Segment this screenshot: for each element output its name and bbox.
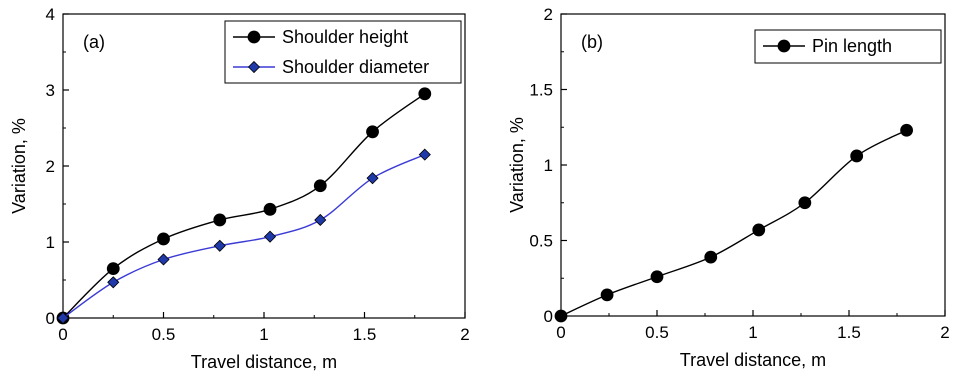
series-shoulder-diameter xyxy=(56,148,431,325)
data-point xyxy=(600,288,614,302)
data-point xyxy=(213,239,226,252)
y-axis-title: Variation, % xyxy=(9,118,29,214)
data-point xyxy=(313,179,327,193)
data-point xyxy=(366,125,379,139)
x-tick-label: 2 xyxy=(940,323,949,342)
data-point xyxy=(314,213,327,227)
chart-panel-b: 0 0.5 1 1.5 2 0 0.5 1 1.5 2 Travel distance, m Vari… xyxy=(507,5,950,370)
legend-marker xyxy=(247,30,261,44)
x-axis-title: Travel distance, m xyxy=(191,352,337,372)
legend-label: Shoulder height xyxy=(282,27,408,47)
y-tick-label: 1.5 xyxy=(529,81,553,100)
data-point xyxy=(418,87,432,101)
data-point xyxy=(157,232,170,246)
x-tick-label: 1.5 xyxy=(353,325,377,344)
legend-marker xyxy=(247,60,261,74)
x-tick-label: 0.5 xyxy=(152,325,176,344)
y-tick-label: 3 xyxy=(46,81,55,100)
y-tick-label: 1 xyxy=(46,233,55,252)
y-tick-label: 1 xyxy=(544,156,553,175)
data-point xyxy=(704,250,718,264)
legend-label: Shoulder diameter xyxy=(282,57,429,77)
x-tick-label: 0 xyxy=(556,323,565,342)
x-tick-label: 0.5 xyxy=(645,323,669,342)
y-tick-label: 2 xyxy=(46,157,55,176)
data-point xyxy=(366,172,379,185)
data-point xyxy=(900,123,913,137)
data-point xyxy=(106,262,120,276)
panel-label: (b) xyxy=(581,32,603,52)
x-tick-label: 1.5 xyxy=(837,323,861,342)
data-point xyxy=(418,148,431,161)
y-tick-label: 0 xyxy=(544,307,553,326)
y-tick-label: 4 xyxy=(46,5,55,24)
data-point xyxy=(56,311,70,325)
x-axis-title: Travel distance, m xyxy=(680,350,826,370)
data-point xyxy=(107,276,120,289)
x-tick-label: 2 xyxy=(460,325,469,344)
y-tick-label: 0.5 xyxy=(529,232,553,251)
series-pin-length xyxy=(554,123,913,323)
y-tick-label: 2 xyxy=(544,5,553,24)
chart-panel-a: 0 0.5 1 1.5 2 0 1 2 3 4 Travel distance, m Variatio… xyxy=(9,5,470,372)
data-point xyxy=(554,309,568,323)
data-point xyxy=(752,223,766,237)
y-tick-label: 0 xyxy=(46,309,55,328)
data-point xyxy=(263,230,277,243)
data-point xyxy=(850,149,864,163)
data-point xyxy=(213,213,227,227)
legend-marker xyxy=(777,39,791,53)
legend-box xyxy=(224,20,462,84)
x-tick-label: 1 xyxy=(259,325,268,344)
x-tick-label: 1 xyxy=(748,323,757,342)
data-point xyxy=(263,202,277,216)
legend-label: Pin length xyxy=(812,36,892,56)
data-point xyxy=(157,253,170,266)
series-shoulder-height xyxy=(56,87,432,325)
panel-label: (a) xyxy=(83,32,105,52)
data-point xyxy=(650,270,664,284)
series-line xyxy=(62,153,426,319)
legend: Shoulder height Shoulder diameter xyxy=(224,20,462,84)
x-tick-label: 0 xyxy=(58,325,67,344)
y-axis-title: Variation, % xyxy=(507,117,527,213)
data-point xyxy=(798,196,812,210)
legend: Pin length xyxy=(754,29,942,64)
